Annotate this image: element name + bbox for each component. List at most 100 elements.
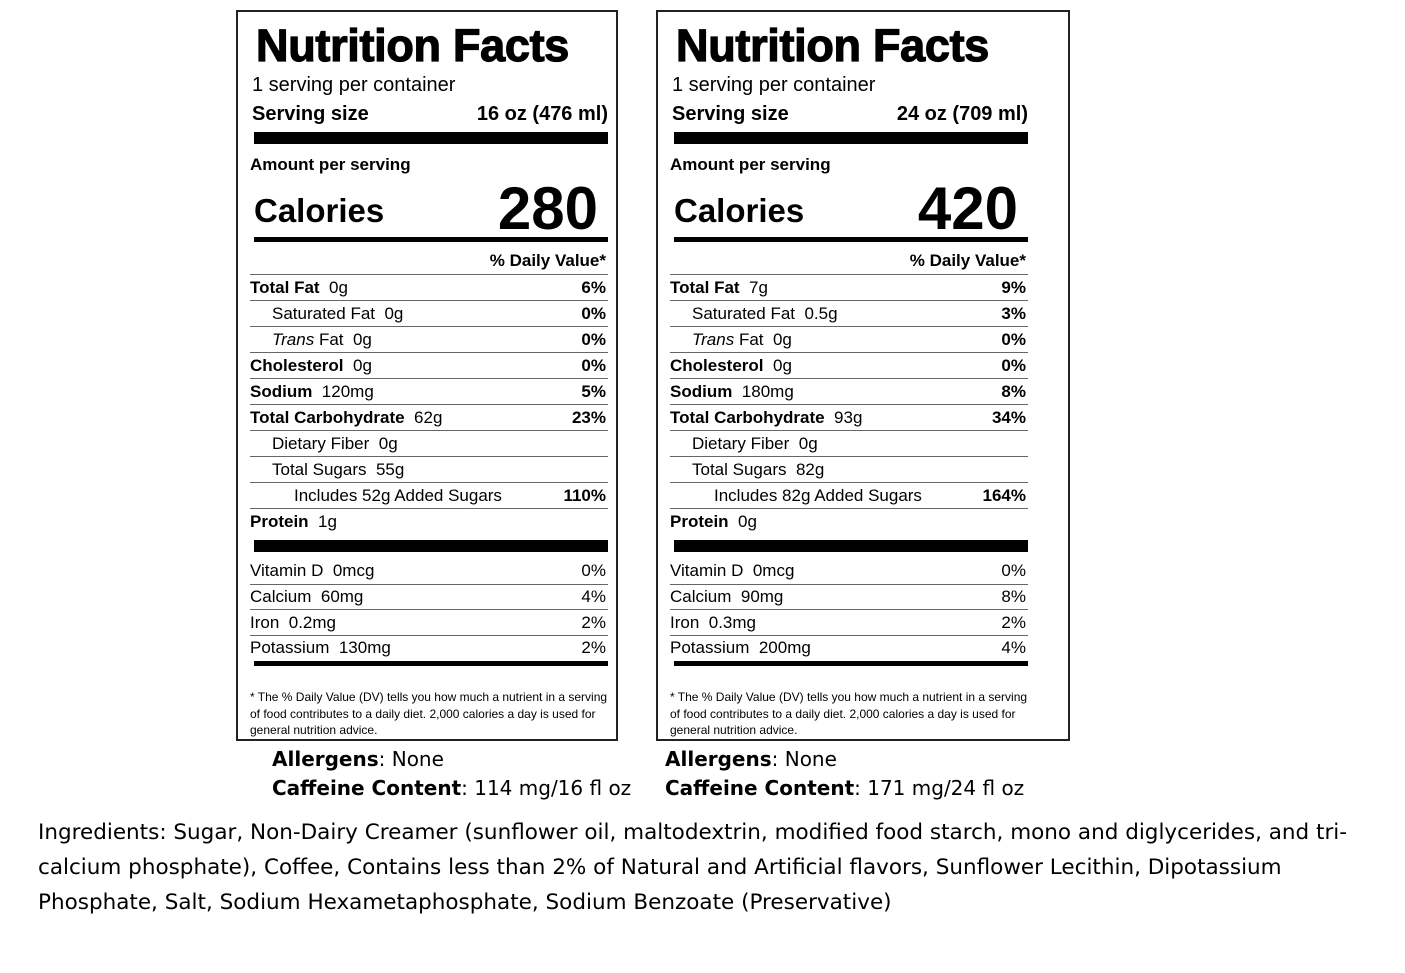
nutrient-name: Cholesterol 0g [670,356,792,376]
nutrient-row: Trans Fat 0g 0% [670,326,1028,352]
nutrient-name: Sodium 180mg [670,382,794,402]
vitamin-daily-value: 2% [1001,612,1026,632]
thick-divider [254,132,608,144]
daily-value-footnote: * The % Daily Value (DV) tells you how m… [670,690,1028,737]
vitamin-name: Potassium 130mg [250,638,391,658]
nutrient-label: Total Carbohydrate [670,407,825,427]
nutrient-row: Cholesterol 0g 0% [250,352,608,378]
nutrient-amount: 82g [795,459,825,479]
nutrient-name: Sodium 120mg [250,382,374,402]
nutrient-italic: Trans [692,329,735,349]
medium-divider [254,237,608,242]
servings-per-container: 1 serving per container [672,74,876,96]
nutrient-name: Total Fat 0g [250,278,348,298]
nutrient-label: Total Carbohydrate [250,407,405,427]
nutrient-amount: 1g [318,511,337,531]
caffeine-value: : 114 mg/16 fl oz [461,776,632,800]
nutrient-label: Saturated Fat [272,303,376,323]
vitamin-daily-value: 8% [1001,587,1026,606]
vitamin-label: Iron [250,612,280,632]
daily-value-header: % Daily Value* [909,251,1026,270]
nutrient-name: Total Fat 7g [670,278,768,298]
nutrient-daily-value: 9% [1001,277,1026,297]
nutrient-italic: Trans [272,329,315,349]
nutrient-name: Protein 0g [670,512,757,532]
nutrient-row: Total Fat 0g 6% [250,274,608,300]
nutrient-name: Protein 1g [250,512,337,532]
vitamin-amount: 0.2mg [288,612,336,632]
nutrient-row: Dietary Fiber 0g [250,430,608,456]
nutrient-row: Protein 1g [250,508,608,534]
nutrient-amount: 180mg [741,381,794,401]
nutrient-amount: 120mg [321,381,374,401]
nutrient-amount: 0g [772,355,792,375]
vitamin-daily-value: 2% [581,612,606,632]
nutrient-amount: 7g [749,277,768,297]
serving-size-row: Serving size 24 oz (709 ml) [672,103,1028,126]
nutrient-amount: 62g [414,407,443,427]
nutrient-label: Fat [318,329,344,349]
nutrient-name: Dietary Fiber 0g [272,434,398,454]
vitamin-name: Iron 0.3mg [670,613,756,633]
nutrient-daily-value: 0% [581,303,606,323]
vitamin-row: Vitamin D 0mcg 0% [250,558,608,584]
vitamin-amount: 0mcg [752,561,795,580]
nutrient-daily-value: 110% [563,485,606,505]
allergens-line: Allergens: None [665,745,837,774]
amount-per-serving: Amount per serving [670,155,831,174]
nutrient-daily-value: 0% [581,355,606,375]
nutrient-row: Total Fat 7g 9% [670,274,1028,300]
nutrient-amount: 0g [352,329,372,349]
nutrient-row: Includes 52g Added Sugars 110% [250,482,608,508]
serving-size-value: 24 oz (709 ml) [896,103,1028,125]
ingredients-text: Ingredients: Sugar, Non-Dairy Creamer (s… [38,820,1348,915]
nutrient-name: Total Sugars 82g [692,460,824,480]
nutrient-name: Total Carbohydrate 93g [670,408,862,428]
nutrient-daily-value: 23% [571,407,606,427]
nutrient-label: Total Fat [250,277,320,297]
vitamin-label: Calcium [670,587,732,606]
nutrient-row: Sodium 120mg 5% [250,378,608,404]
allergens-label: Allergens [665,747,772,771]
nutrient-row: Saturated Fat 0g 0% [250,300,608,326]
nutrient-label: Dietary Fiber [272,433,370,453]
nutrient-daily-value: 0% [1001,355,1026,375]
nutrient-name: Trans Fat 0g [272,330,372,350]
nutrient-amount: 0g [798,433,818,453]
nutrient-row: Cholesterol 0g 0% [670,352,1028,378]
vitamin-row: Calcium 90mg 8% [670,583,1028,610]
vitamin-row: Potassium 130mg 2% [250,634,608,661]
vitamin-row: Potassium 200mg 4% [670,634,1028,661]
nutrient-label: Saturated Fat [692,303,796,323]
nutrient-label: Fat [738,329,764,349]
nutrient-label: Total Sugars [692,459,787,479]
nutrient-row: Total Carbohydrate 93g 34% [670,404,1028,430]
nutrient-label: Cholesterol [250,355,344,375]
vitamin-label: Vitamin D [670,561,744,580]
vitamin-row: Iron 0.2mg 2% [250,609,608,635]
nutrient-row: Total Carbohydrate 62g 23% [250,404,608,430]
vitamin-daily-value: 4% [1001,638,1026,657]
allergens-value: : None [378,747,444,771]
nutrient-label: Sodium [670,381,733,401]
thick-divider [254,540,608,552]
nutrient-amount: 0g [329,277,348,297]
nutrient-label: Protein [250,511,309,531]
caffeine-label: Caffeine Content [272,776,462,800]
vitamin-name: Iron 0.2mg [250,613,336,633]
serving-size-label: Serving size [252,103,369,125]
nutrient-daily-value: 0% [581,329,606,349]
vitamin-label: Potassium [670,638,750,657]
serving-size-row: Serving size 16 oz (476 ml) [252,103,608,126]
caffeine-line: Caffeine Content: 171 mg/24 fl oz [665,774,1024,803]
vitamin-amount: 130mg [338,638,391,657]
calories-label: Calories [254,192,385,229]
nutrition-facts-panel: Nutrition Facts 1 serving per container … [236,10,618,741]
nutrient-label: Dietary Fiber [692,433,790,453]
nutrient-row: Saturated Fat 0.5g 3% [670,300,1028,326]
nutrient-daily-value: 164% [982,485,1026,505]
nutrient-name: Includes 52g Added Sugars [294,486,507,506]
vitamin-name: Calcium 90mg [670,587,783,607]
vitamin-amount: 200mg [758,638,811,657]
vitamin-daily-value: 0% [1001,561,1026,580]
